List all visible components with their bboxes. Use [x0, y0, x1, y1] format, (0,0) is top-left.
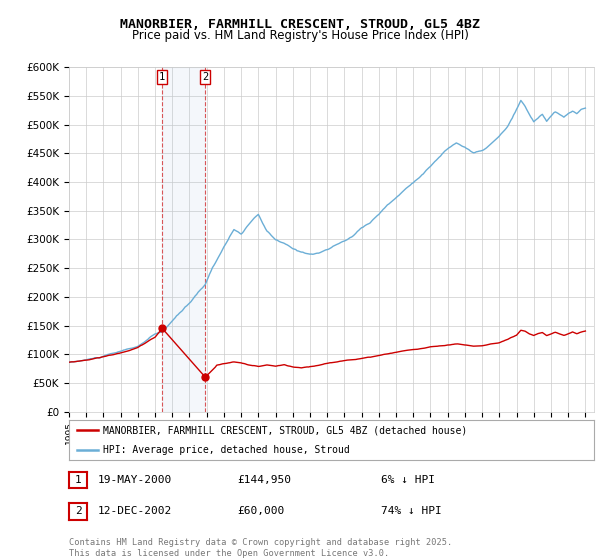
- Text: MANORBIER, FARMHILL CRESCENT, STROUD, GL5 4BZ (detached house): MANORBIER, FARMHILL CRESCENT, STROUD, GL…: [103, 426, 467, 436]
- Text: 6% ↓ HPI: 6% ↓ HPI: [381, 475, 435, 485]
- Bar: [162, 67, 205, 412]
- Text: Contains HM Land Registry data © Crown copyright and database right 2025.
This d: Contains HM Land Registry data © Crown c…: [69, 538, 452, 558]
- Text: 12-DEC-2002: 12-DEC-2002: [98, 506, 172, 516]
- Text: 2: 2: [202, 72, 208, 82]
- Text: 2: 2: [74, 506, 82, 516]
- Text: 74% ↓ HPI: 74% ↓ HPI: [381, 506, 442, 516]
- Text: 19-MAY-2000: 19-MAY-2000: [98, 475, 172, 485]
- Text: 1: 1: [159, 72, 166, 82]
- Text: £144,950: £144,950: [237, 475, 291, 485]
- Text: HPI: Average price, detached house, Stroud: HPI: Average price, detached house, Stro…: [103, 445, 350, 455]
- Text: £60,000: £60,000: [237, 506, 284, 516]
- Text: Price paid vs. HM Land Registry's House Price Index (HPI): Price paid vs. HM Land Registry's House …: [131, 29, 469, 42]
- Text: MANORBIER, FARMHILL CRESCENT, STROUD, GL5 4BZ: MANORBIER, FARMHILL CRESCENT, STROUD, GL…: [120, 18, 480, 31]
- Text: 1: 1: [74, 475, 82, 485]
